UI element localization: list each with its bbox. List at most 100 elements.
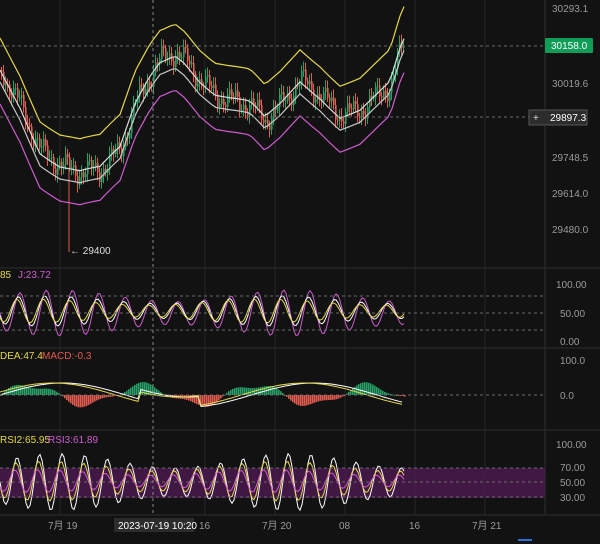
macd-bar <box>296 395 298 405</box>
candle-body <box>313 89 315 103</box>
macd-bar <box>98 395 100 400</box>
macd-bar <box>346 393 348 395</box>
macd-bar <box>194 395 196 404</box>
candle-body <box>175 57 177 68</box>
macd-bar <box>384 391 386 395</box>
candle-body <box>341 116 343 122</box>
macd-bar <box>8 387 10 395</box>
candle-body <box>329 97 331 102</box>
candle-body <box>359 116 361 118</box>
candle-body <box>17 88 19 98</box>
candle-body <box>249 104 251 116</box>
macd-bar <box>352 388 354 395</box>
macd-bar <box>246 387 248 395</box>
macd-bar <box>328 395 330 401</box>
crosshair-plus-icon[interactable]: + <box>533 113 539 124</box>
macd-bar <box>34 388 36 395</box>
candle-body <box>279 94 281 107</box>
candle-body <box>183 47 185 58</box>
candle-body <box>343 121 345 124</box>
candle-body <box>307 80 309 85</box>
candle-body <box>219 104 221 107</box>
dif-line <box>0 382 403 407</box>
macd-bar <box>236 387 238 395</box>
candle-body <box>85 173 87 178</box>
macd-bar <box>134 384 136 395</box>
macd-bar <box>372 384 374 395</box>
macd-bar <box>12 385 14 395</box>
macd-bar <box>46 388 48 395</box>
macd-bar <box>144 382 146 395</box>
candle-body <box>191 62 193 65</box>
macd-bar <box>206 395 208 407</box>
macd-tick: 0.0 <box>560 391 574 402</box>
macd-bar <box>40 388 42 395</box>
candle-body <box>237 90 239 97</box>
macd-bar <box>332 395 334 400</box>
candle-body <box>105 168 107 173</box>
candle-body <box>99 172 101 183</box>
macd-bar <box>94 395 96 402</box>
candle-body <box>79 177 81 185</box>
macd-bar <box>350 390 352 395</box>
candle-body <box>287 93 289 101</box>
candle-body <box>71 167 73 169</box>
macd-bar <box>336 395 338 400</box>
d-line <box>0 298 405 324</box>
candle-body <box>229 89 231 95</box>
rsi-legend-2: RSI3:61.89 <box>48 435 98 446</box>
macd-bar <box>302 395 304 407</box>
macd-bar <box>202 395 204 407</box>
candle-body <box>375 86 377 98</box>
macd-bar <box>102 395 104 399</box>
macd-bar <box>50 389 52 395</box>
candle-body <box>209 75 211 86</box>
candle-body <box>215 84 217 95</box>
candle-body <box>353 101 355 110</box>
candle-body <box>149 81 151 86</box>
candle-body <box>163 46 165 49</box>
reference-lines <box>0 45 545 498</box>
macd-bar <box>112 395 114 397</box>
candle-body <box>203 86 205 88</box>
candle-body <box>33 139 35 147</box>
candle-body <box>243 104 245 110</box>
macd-bar <box>226 392 228 395</box>
candle-body <box>123 147 125 156</box>
macd-bar <box>214 395 216 404</box>
candle-body <box>111 148 113 155</box>
macd-bar <box>84 395 86 407</box>
candle-body <box>327 87 329 98</box>
candle-body <box>231 89 233 97</box>
scroll-indicator[interactable] <box>518 539 532 541</box>
macd-bar <box>82 395 84 408</box>
macd-bar <box>320 395 322 401</box>
candle-body <box>397 51 399 69</box>
candle-body <box>239 96 241 110</box>
candle-body <box>393 74 395 79</box>
moving-average <box>0 50 405 184</box>
macd-bar <box>360 383 362 395</box>
macd-bar <box>80 395 82 408</box>
candle-body <box>199 79 201 84</box>
macd-bar <box>300 395 302 406</box>
kdj-legend-2: J:23.72 <box>18 270 51 281</box>
macd-bar <box>404 395 406 397</box>
macd-bar <box>314 395 316 403</box>
low-price-marker: ← 29400 <box>70 246 111 257</box>
macd-bar <box>42 388 44 395</box>
candle-body <box>23 94 25 108</box>
macd-bar <box>374 385 376 395</box>
x-tick: 16 <box>409 521 421 532</box>
candle-body <box>265 120 267 123</box>
candle-body <box>217 94 219 107</box>
macd-bar <box>222 395 224 397</box>
candle-body <box>147 81 149 90</box>
rsi-tick: 100.00 <box>556 440 587 451</box>
macd-bar <box>400 395 402 396</box>
macd-bar <box>210 395 212 406</box>
macd-bar <box>130 387 132 395</box>
macd-bar <box>190 395 192 402</box>
macd-bar <box>234 388 236 395</box>
